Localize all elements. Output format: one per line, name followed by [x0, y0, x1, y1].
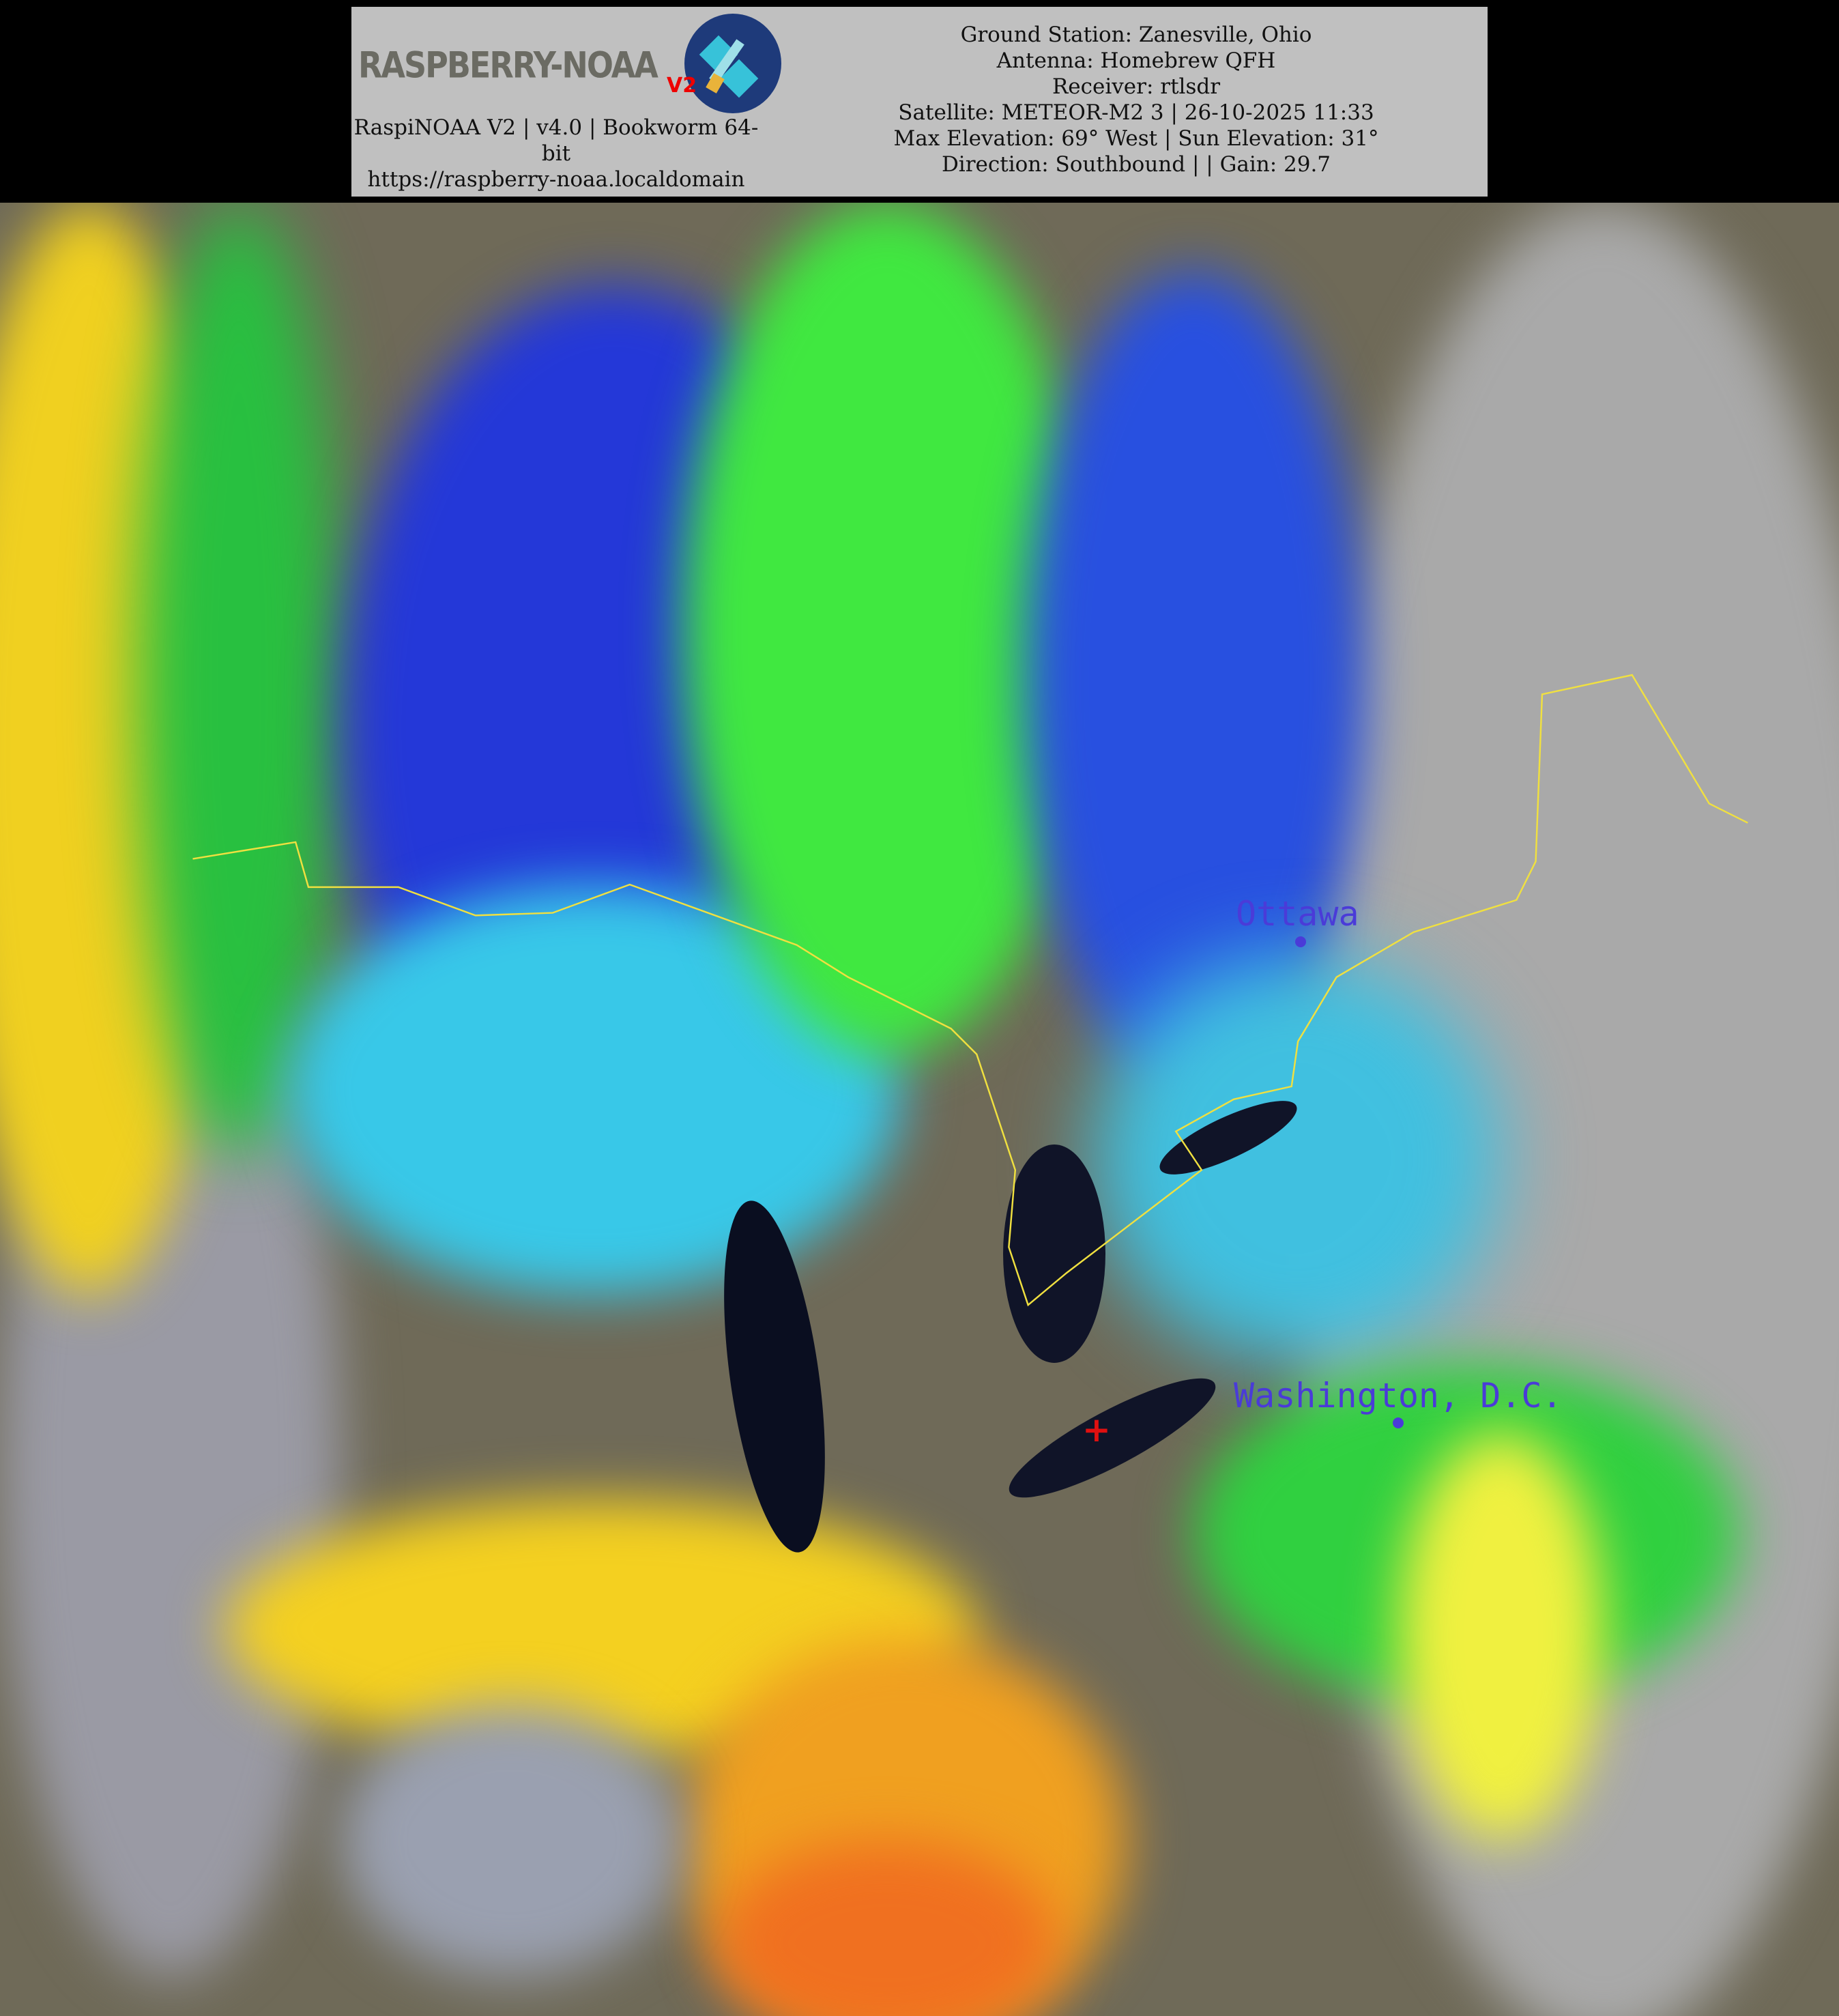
url-line: https://raspberry-noaa.localdomain	[367, 167, 745, 192]
logo-v2-badge: V2	[667, 74, 697, 98]
city-dot-ottawa	[1295, 936, 1306, 947]
receiver: Receiver: rtlsdr	[1052, 74, 1221, 99]
lake-huron	[1003, 1144, 1105, 1363]
direction-gain: Direction: Southbound | | Gain: 29.7	[941, 152, 1331, 177]
version-line-cont: bit	[541, 141, 571, 166]
us-canada-border	[192, 674, 1748, 1307]
red-plus-icon: +	[1082, 1410, 1111, 1450]
pass-details: Ground Station: Zanesville, Ohio Antenna…	[829, 22, 1443, 177]
satellite-logo-icon	[684, 14, 781, 113]
software-info: RaspiNOAA V2 | v4.0 | Bookworm 64- bit h…	[351, 115, 761, 192]
version-line: RaspiNOAA V2 | v4.0 | Bookworm 64-	[353, 115, 759, 140]
antenna: Antenna: Homebrew QFH	[996, 48, 1276, 73]
city-dot-washington	[1393, 1417, 1404, 1428]
elevation: Max Elevation: 69° West | Sun Elevation:…	[893, 126, 1379, 151]
city-label-washington: Washington, D.C.	[1234, 1376, 1563, 1415]
ground-station: Ground Station: Zanesville, Ohio	[960, 23, 1312, 47]
pass-info-header: RASPBERRY-NOAA V2 RaspiNOAA V2 | v4.0 | …	[351, 7, 1488, 197]
satellite-image	[0, 203, 1839, 2016]
raspberry-noaa-logo: RASPBERRY-NOAA	[358, 43, 658, 87]
city-label-ottawa: Ottawa	[1236, 894, 1359, 934]
satellite: Satellite: METEOR-M2 3 | 26-10-2025 11:3…	[898, 100, 1374, 125]
